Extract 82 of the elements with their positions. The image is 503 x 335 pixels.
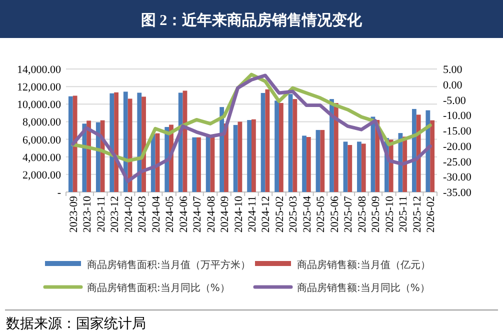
bar (110, 93, 114, 192)
y-tick-label: 14,000.00 (17, 64, 62, 76)
y-tick-label: 6,000.00 (22, 134, 62, 146)
bar (288, 94, 293, 192)
bar (252, 119, 256, 192)
bar (68, 96, 73, 192)
x-tick-label: 2025-10 (384, 196, 396, 233)
x-tick-label: 2024-09 (219, 196, 232, 233)
y-tick-label: 4,000.00 (22, 152, 62, 164)
bar (238, 122, 242, 192)
y2-tick-label: -5.00 (443, 94, 466, 107)
x-tick-label: 2025-07 (342, 196, 355, 233)
bar (278, 103, 284, 192)
bar (210, 137, 215, 192)
x-tick-label: 2024-04 (150, 196, 162, 233)
x-tick-label: 2025-05 (315, 196, 328, 233)
bar (412, 108, 416, 192)
x-tick-label: 2025-03 (288, 196, 300, 233)
x-tick-label: 2024-03 (136, 196, 149, 233)
bar (192, 137, 197, 192)
x-tick-label: 2024-06 (178, 196, 190, 233)
legend-label: 商品房销售额:当月值（亿元） (297, 259, 430, 271)
x-tick-label: 2025-11 (398, 196, 410, 232)
y-tick-label: - (57, 187, 62, 199)
x-tick-label: 2024-08 (205, 196, 218, 233)
bar (72, 96, 78, 192)
bar (196, 137, 201, 192)
bar (206, 136, 210, 192)
x-tick-label: 2025-12 (411, 196, 424, 233)
x-tick-label: 2025-08 (356, 196, 368, 233)
bar (348, 144, 352, 192)
bar (292, 99, 298, 192)
x-tick-label: 2025-09 (370, 196, 382, 233)
bar (306, 137, 311, 192)
x-tick-label: 2025-02 (274, 196, 286, 233)
x-tick-label: 2026-02 (425, 196, 438, 233)
bar (260, 92, 266, 192)
x-tick-label: 2023-09 (68, 196, 80, 233)
x-tick-label: 2025-06 (328, 196, 341, 233)
x-tick-label: 2023-12 (109, 196, 122, 233)
bar (302, 136, 306, 192)
x-tick-label: 2023-10 (82, 196, 94, 233)
y2-tick-label: -20.00 (443, 140, 472, 153)
y2-tick-label: -15.00 (443, 126, 472, 138)
legend-label: 商品房销售面积:当月同比（%） (87, 282, 230, 294)
bar (320, 130, 325, 192)
bar (343, 142, 348, 192)
bar (361, 144, 366, 192)
bar (334, 103, 338, 192)
bar (274, 100, 279, 192)
bar (247, 120, 252, 192)
source-note: 数据来源：国家统计局 (6, 316, 146, 332)
y-tick-label: 8,000.00 (22, 116, 62, 129)
bar (357, 142, 362, 192)
bar (233, 124, 238, 192)
x-tick-label: 2024-10 (232, 196, 245, 233)
y2-tick-label: -10.00 (443, 110, 472, 122)
legend-label: 商品房销售面积:当月值（万平方米） (87, 259, 250, 271)
y-tick-label: 10,000.00 (17, 99, 62, 112)
x-tick-label: 2024-07 (192, 196, 204, 233)
y2-tick-label: -35.00 (443, 187, 472, 199)
line-series (71, 74, 432, 183)
x-tick-label: 2025-04 (301, 196, 314, 233)
y-tick-label: 12,000.00 (17, 82, 62, 94)
y2-tick-label: 5.00 (443, 64, 463, 76)
y2-tick-label: 0.00 (443, 79, 463, 92)
y2-tick-label: -30.00 (443, 172, 472, 184)
bar (316, 130, 320, 192)
bar (137, 92, 142, 192)
bar (114, 92, 118, 192)
x-tick-label: 2024-12 (260, 196, 272, 233)
y-tick-label: 2,000.00 (22, 169, 62, 182)
y2-tick-label: -25.00 (443, 156, 472, 168)
x-tick-label: 2024-11 (246, 196, 258, 232)
bar (430, 120, 435, 192)
x-tick-label: 2023-11 (95, 196, 108, 232)
bar (265, 89, 270, 192)
bar (330, 99, 334, 192)
chart-title: 图 2：近年来商品房销售情况变化 (140, 11, 364, 29)
x-tick-label: 2024-02 (122, 196, 135, 233)
legend-label: 商品房销售额:当月同比（%） (297, 282, 430, 294)
x-tick-label: 2024-05 (164, 196, 176, 233)
